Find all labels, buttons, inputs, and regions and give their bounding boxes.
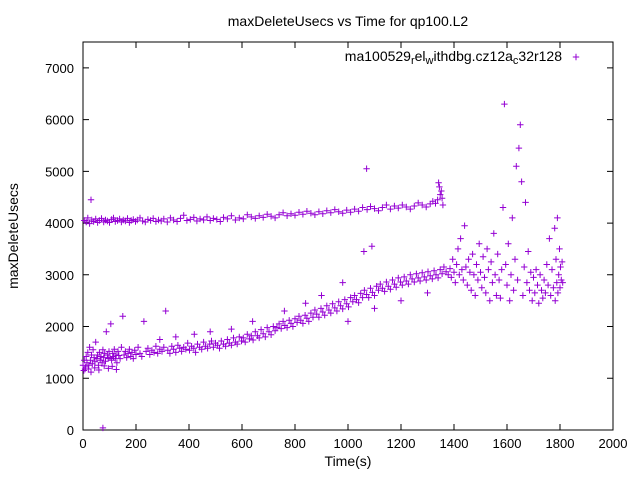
- x-tick-label: 2000: [599, 436, 628, 451]
- x-tick-label: 1000: [334, 436, 363, 451]
- x-tick-label: 600: [231, 436, 253, 451]
- x-tick-label: 200: [125, 436, 147, 451]
- y-axis-label: maxDeleteUsecs: [5, 183, 21, 289]
- plot-border: [82, 41, 614, 431]
- axis-ticks: [82, 42, 614, 431]
- y-tick-label: 0: [67, 423, 74, 438]
- scatter-points: [79, 100, 566, 432]
- y-tick-labels: 0 1000 2000 3000 4000 5000 6000 7000: [45, 61, 74, 438]
- y-tick-label: 2000: [45, 320, 74, 335]
- x-tick-label: 0: [79, 436, 86, 451]
- x-tick-label: 400: [178, 436, 200, 451]
- legend-label: ma100529relwithdbg.cz12ac32r128: [345, 48, 562, 67]
- chart-title: maxDeleteUsecs vs Time for qp100.L2: [228, 13, 469, 29]
- x-tick-label: 1400: [440, 436, 469, 451]
- y-tick-label: 7000: [45, 61, 74, 76]
- x-axis-label: Time(s): [325, 453, 372, 469]
- x-tick-label: 1600: [493, 436, 522, 451]
- y-tick-label: 3000: [45, 268, 74, 283]
- y-tick-label: 1000: [45, 371, 74, 386]
- x-tick-label: 1200: [387, 436, 416, 451]
- x-tick-label: 800: [284, 436, 306, 451]
- y-tick-label: 4000: [45, 216, 74, 231]
- y-tick-label: 6000: [45, 113, 74, 128]
- legend-sample-marker: [572, 53, 580, 61]
- scatter-series-markers: [79, 100, 566, 432]
- x-tick-label: 1800: [546, 436, 575, 451]
- y-tick-label: 5000: [45, 164, 74, 179]
- x-tick-labels: 0 200 400 600 800 1000 1200 1400 1600 1800 2000: [79, 436, 627, 451]
- legend: ma100529relwithdbg.cz12ac32r128: [345, 48, 580, 67]
